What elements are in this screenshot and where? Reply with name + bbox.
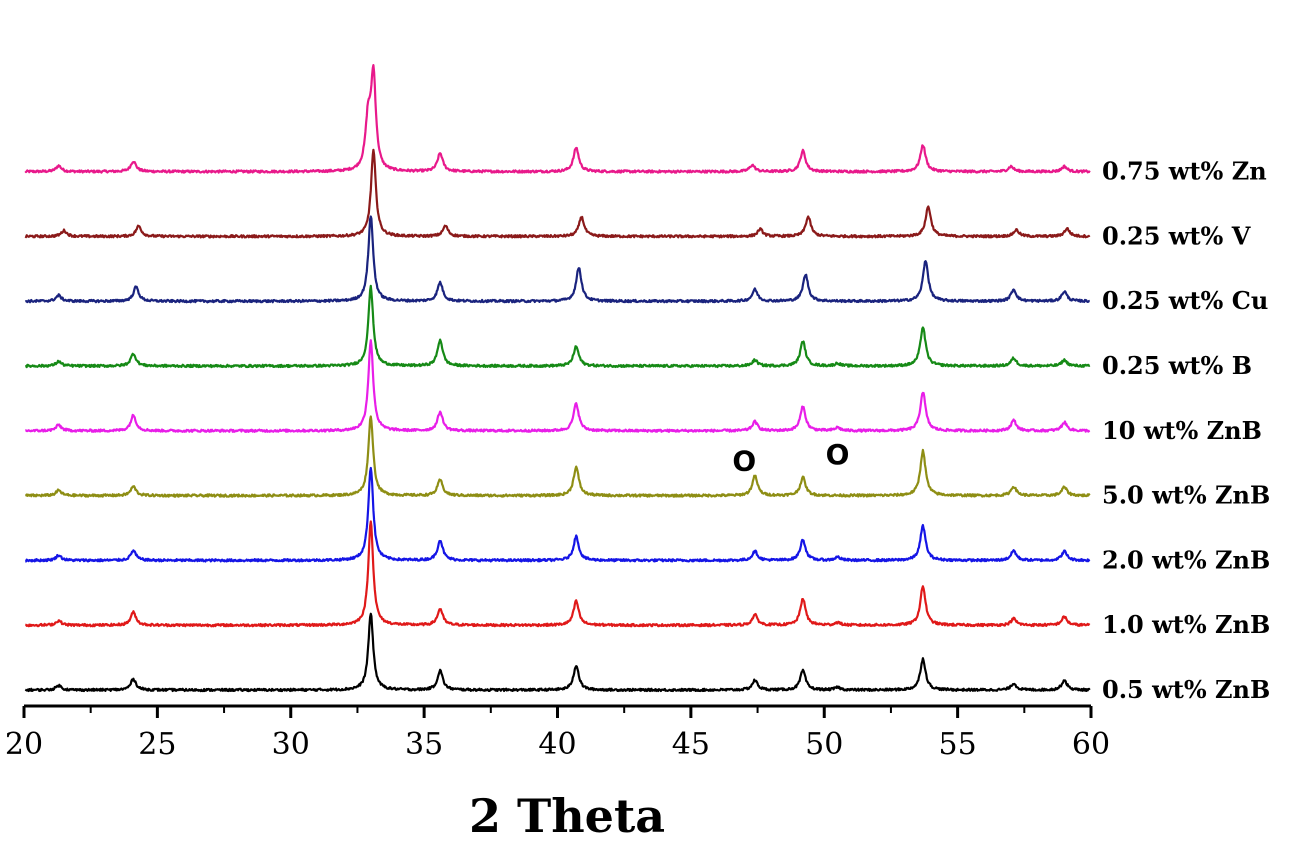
series-line <box>24 63 1091 174</box>
x-tick-label: 40 <box>538 727 576 762</box>
series-line <box>24 466 1091 563</box>
series-line <box>24 339 1091 433</box>
series-label: 0.75 wt% Zn <box>1102 157 1267 186</box>
x-tick-label: 35 <box>405 727 443 762</box>
x-tick-label: 55 <box>939 727 977 762</box>
x-ticks: 20 25 30 35 40 45 50 55 60 <box>5 706 1110 762</box>
x-tick-label: 60 <box>1072 727 1110 762</box>
series-label: 0.25 wt% Cu <box>1102 286 1268 315</box>
series-line <box>24 415 1091 498</box>
x-tick-label: 30 <box>272 727 310 762</box>
series-line <box>24 612 1091 693</box>
series-label: 0.25 wt% V <box>1102 221 1251 250</box>
x-tick-label: 20 <box>5 727 43 762</box>
series-label: 5.0 wt% ZnB <box>1102 481 1270 510</box>
series-line <box>24 520 1091 628</box>
o-marker: O <box>732 445 756 478</box>
series-label: 1.0 wt% ZnB <box>1102 610 1270 639</box>
series-line <box>24 148 1091 239</box>
x-tick-label: 25 <box>138 727 176 762</box>
x-tick-label: 50 <box>805 727 843 762</box>
o-marker: O <box>826 438 850 471</box>
series-line <box>24 284 1091 369</box>
series-label: 0.25 wt% B <box>1102 351 1252 380</box>
series-line <box>24 215 1091 304</box>
series-traces <box>24 63 1091 693</box>
x-tick-label: 45 <box>672 727 710 762</box>
series-labels: 0.75 wt% Zn 0.25 wt% V 0.25 wt% Cu 0.25 wt%… <box>1102 157 1270 704</box>
series-label: 2.0 wt% ZnB <box>1102 545 1270 574</box>
series-label: 0.5 wt% ZnB <box>1102 675 1270 704</box>
peak-markers: *****+***+OO <box>732 438 850 478</box>
x-axis: 20 25 30 35 40 45 50 55 60 <box>5 704 1110 762</box>
series-label: 10 wt% ZnB <box>1102 416 1262 445</box>
x-axis-title: 2 Theta <box>469 789 665 841</box>
